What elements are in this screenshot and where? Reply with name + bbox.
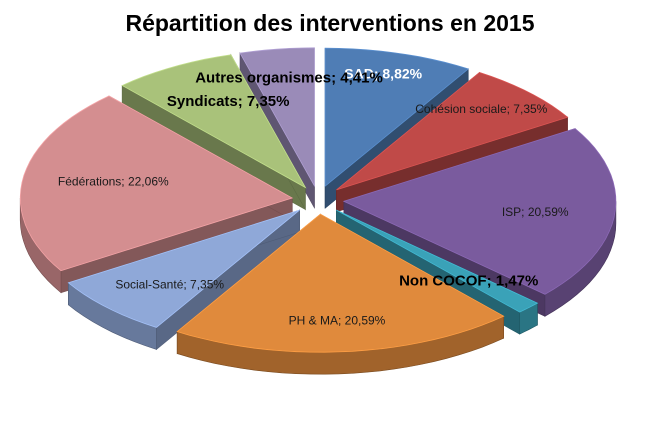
data-label-coh-sion-sociale: Cohésion sociale; 7,35% (415, 102, 547, 116)
data-label-isp: ISP; 20,59% (502, 205, 569, 219)
slices-layer (19, 47, 617, 375)
pie-slice-syndicats (121, 53, 307, 211)
pie-slice-ph-ma (176, 213, 505, 375)
labels-layer: SAD; 8,82% Cohésion sociale; 7,35% ISP; 20… (58, 65, 569, 327)
data-label-ph-ma: PH & MA; 20,59% (289, 313, 386, 327)
data-label-non-cocof: Non COCOF; 1,47% (399, 273, 538, 290)
chart-title: Répartition des interventions en 2015 (125, 10, 535, 36)
data-label-autres-organismes: Autres organismes; 4,41% (195, 69, 383, 86)
data-label-f-d-rations: Fédérations; 22,06% (58, 175, 169, 189)
data-label-syndicats: Syndicats; 7,35% (167, 93, 290, 110)
pie-slice-social-sant- (67, 209, 300, 351)
data-label-sad: SAD; 8,82% (344, 65, 422, 81)
data-label-social-sant-: Social-Santé; 7,35% (115, 277, 224, 291)
